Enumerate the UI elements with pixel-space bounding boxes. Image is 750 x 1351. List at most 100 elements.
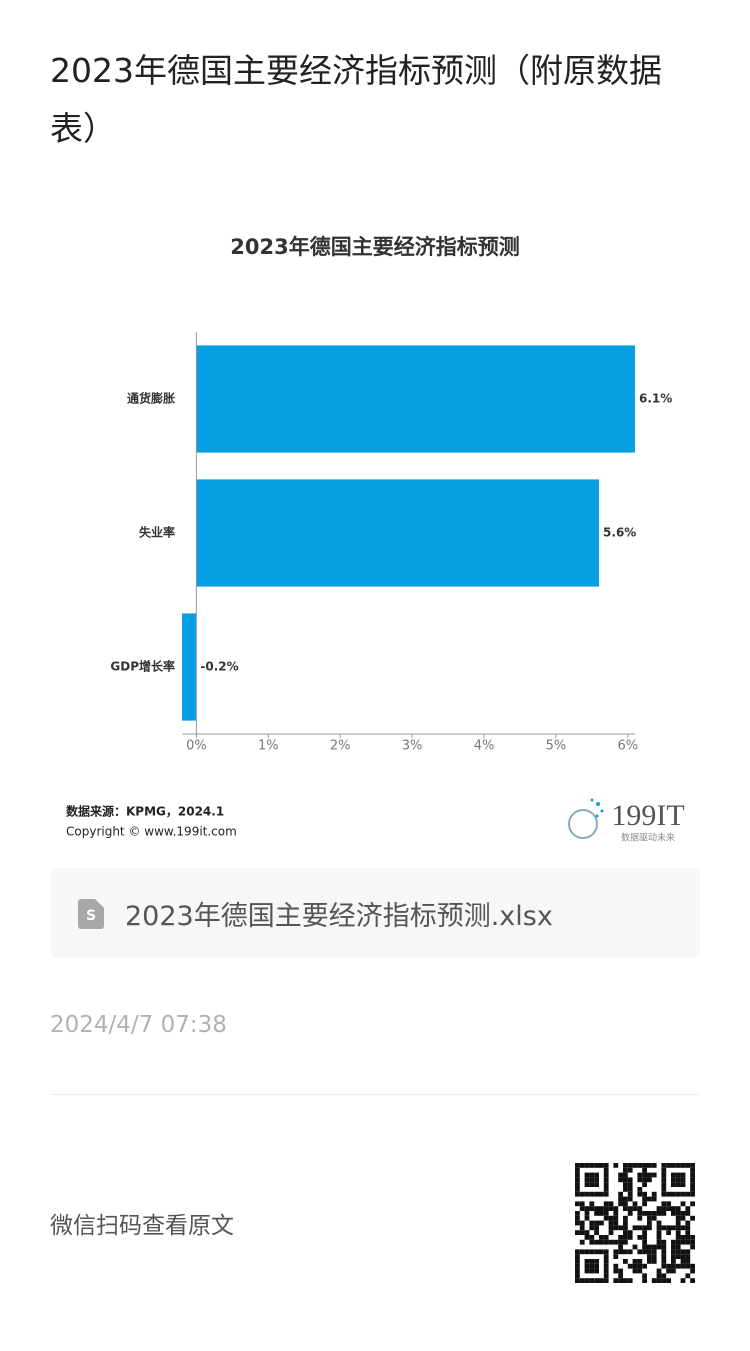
qr-module	[651, 1211, 657, 1216]
qr-code[interactable]	[575, 1163, 695, 1283]
y-tick-label: 失业率	[139, 525, 175, 540]
qr-module	[671, 1225, 676, 1231]
qr-module	[685, 1235, 691, 1240]
qr-module	[603, 1191, 609, 1197]
qr-module	[661, 1172, 667, 1178]
x-tick-label: 5%	[546, 739, 567, 754]
qr-module	[579, 1249, 585, 1255]
qr-module	[594, 1206, 599, 1211]
qr-module	[632, 1201, 638, 1207]
qr-module	[623, 1225, 628, 1231]
qr-module	[594, 1191, 599, 1197]
qr-module	[627, 1182, 633, 1187]
qr-module	[651, 1259, 657, 1264]
qr-module	[637, 1225, 643, 1231]
qr-module	[675, 1239, 681, 1245]
qr-module	[623, 1259, 628, 1264]
qr-module	[603, 1215, 609, 1221]
qr-module	[666, 1191, 671, 1197]
qr-module	[685, 1263, 691, 1269]
qr-module	[656, 1211, 662, 1216]
qr-module	[661, 1177, 667, 1183]
qr-module	[599, 1206, 604, 1211]
qr-module	[599, 1220, 604, 1226]
qr-module	[685, 1230, 691, 1235]
attachment[interactable]: S 2023年德国主要经济指标预测.xlsx	[50, 868, 700, 958]
qr-module	[603, 1201, 609, 1207]
qr-module	[685, 1191, 691, 1197]
qr-module	[661, 1254, 667, 1259]
value-label: 5.6%	[603, 526, 636, 540]
qr-module	[627, 1278, 633, 1283]
qr-module	[637, 1215, 643, 1221]
qr-module	[642, 1201, 647, 1207]
qr-module	[584, 1278, 590, 1283]
qr-module	[666, 1206, 671, 1211]
qr-module	[579, 1278, 585, 1283]
qr-module	[575, 1182, 580, 1187]
qr-module	[589, 1225, 595, 1231]
qr-module	[642, 1278, 647, 1283]
qr-module	[675, 1163, 681, 1168]
qr-module	[680, 1177, 686, 1183]
qr-module	[647, 1220, 652, 1226]
qr-module	[575, 1249, 580, 1255]
qr-module	[642, 1230, 647, 1235]
qr-module	[680, 1249, 686, 1255]
qr-module	[690, 1191, 695, 1197]
value-label: -0.2%	[200, 660, 238, 674]
qr-module	[613, 1263, 619, 1269]
qr-module	[613, 1268, 619, 1274]
qr-module	[647, 1211, 652, 1216]
qr-module	[637, 1172, 643, 1178]
qr-module	[675, 1220, 681, 1226]
qr-module	[685, 1220, 691, 1226]
qr-module	[632, 1225, 638, 1231]
qr-module	[594, 1263, 599, 1269]
qr-module	[680, 1259, 686, 1264]
qr-module	[685, 1225, 691, 1231]
y-tick-label: GDP增长率	[110, 659, 175, 674]
qr-module	[685, 1211, 691, 1216]
qr-module	[584, 1249, 590, 1255]
qr-module	[579, 1239, 585, 1245]
qr-module	[675, 1230, 681, 1235]
x-tick-label: 6%	[617, 739, 638, 754]
qr-module	[661, 1249, 667, 1255]
qr-module	[680, 1254, 686, 1259]
qr-module	[584, 1191, 590, 1197]
qr-module	[666, 1225, 671, 1231]
qr-module	[642, 1244, 647, 1250]
qr-module	[680, 1163, 686, 1168]
qr-module	[603, 1273, 609, 1279]
qr-module	[637, 1259, 643, 1264]
qr-module	[651, 1196, 657, 1202]
qr-module	[656, 1220, 662, 1226]
qr-module	[594, 1163, 599, 1168]
qr-module	[661, 1167, 667, 1173]
qr-module	[603, 1172, 609, 1178]
qr-module	[637, 1268, 643, 1274]
qr-module	[613, 1211, 619, 1216]
qr-module	[594, 1268, 599, 1274]
qr-module	[623, 1196, 628, 1202]
qr-module	[666, 1163, 671, 1168]
qr-module	[575, 1211, 580, 1216]
qr-module	[613, 1220, 619, 1226]
qr-module	[608, 1206, 614, 1211]
qr-module	[632, 1268, 638, 1274]
qr-module	[589, 1263, 595, 1269]
qr-module	[647, 1254, 652, 1259]
qr-module	[690, 1201, 695, 1207]
qr-module	[618, 1268, 623, 1274]
qr-module	[685, 1249, 691, 1255]
x-tick-label: 0%	[186, 739, 207, 754]
x-tick-label: 2%	[330, 739, 351, 754]
qr-module	[637, 1263, 643, 1269]
qr-module	[675, 1211, 681, 1216]
x-tick-label: 3%	[402, 739, 423, 754]
qr-module	[603, 1211, 609, 1216]
qr-module	[618, 1201, 623, 1207]
qr-module	[618, 1177, 623, 1183]
